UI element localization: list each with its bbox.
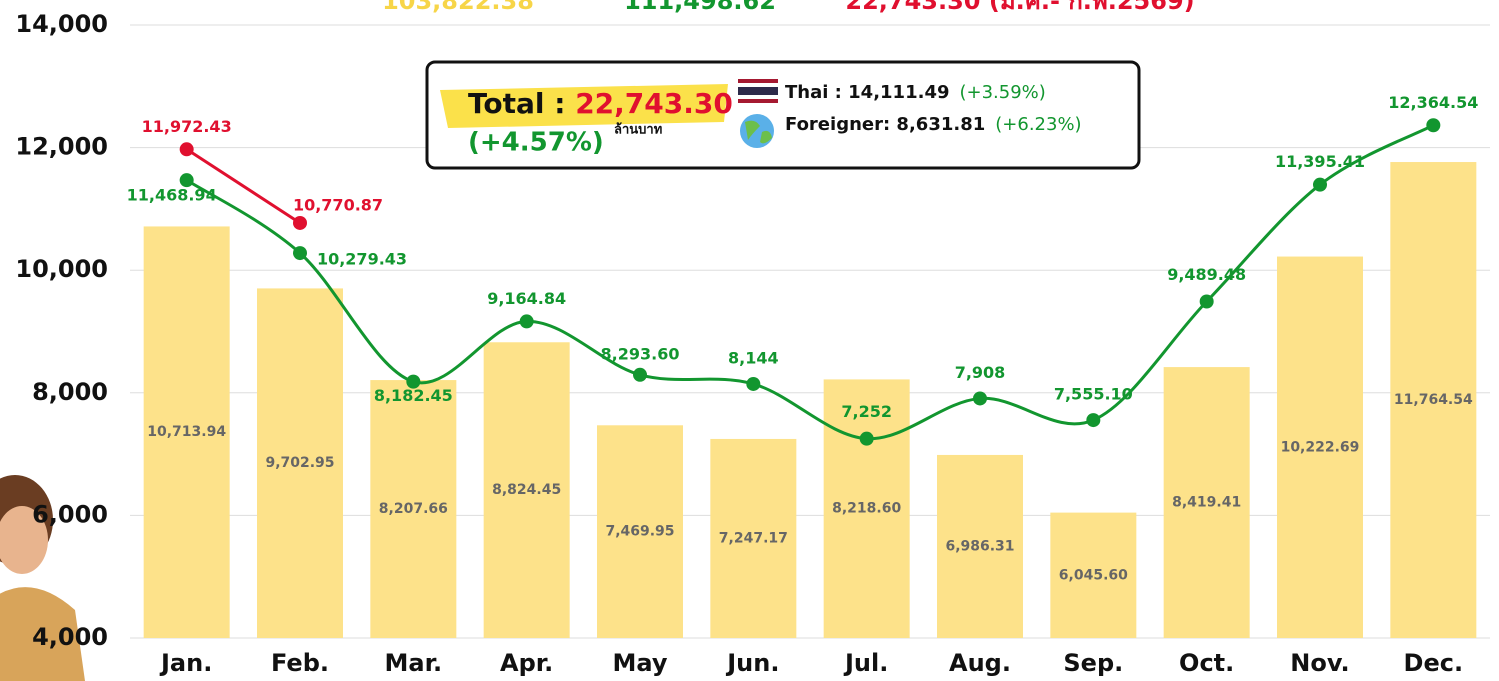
- bar: [143, 226, 230, 638]
- bar-value-label: 6,986.31: [945, 538, 1014, 554]
- line-point: [746, 376, 761, 391]
- line-point: [859, 431, 874, 446]
- bar-value-label: 10,222.69: [1281, 439, 1360, 455]
- bar: [257, 288, 343, 638]
- line-point: [1313, 177, 1327, 192]
- line-value-label: 7,555.10: [1054, 385, 1133, 404]
- bar: [1050, 512, 1137, 638]
- header-total: 103,822.38: [382, 0, 534, 15]
- person-photo: [0, 475, 85, 681]
- line-point: [519, 314, 534, 329]
- thai-flag: [738, 87, 778, 95]
- bar: [823, 379, 910, 638]
- line-point: [973, 391, 987, 406]
- row-label: Thai : 14,111.49: [785, 82, 950, 103]
- x-tick-label: Apr.: [500, 649, 553, 677]
- bar: [710, 438, 797, 638]
- summary-total: Total : 22,743.30: [468, 87, 733, 120]
- line-value-label: 8,144: [728, 348, 779, 367]
- bar-value-label: 7,469.95: [605, 524, 674, 540]
- bar-value-label: 6,045.60: [1059, 567, 1128, 583]
- line-value-label: 8,293.60: [601, 344, 680, 363]
- y-tick-label: 8,000: [32, 378, 108, 406]
- x-tick-label: May: [613, 649, 668, 677]
- line-point: [1086, 413, 1101, 428]
- y-tick-label: 14,000: [15, 10, 108, 38]
- line-value-label: 8,182.45: [374, 386, 453, 405]
- total-value: 22,743.30: [575, 87, 733, 120]
- thai-flag: [738, 99, 778, 103]
- x-tick-label: Aug.: [949, 649, 1011, 677]
- line-value-label: 10,770.87: [293, 195, 383, 214]
- bar-value-label: 10,713.94: [147, 424, 226, 440]
- summary-unit: ล้านบาท: [614, 122, 662, 138]
- x-tick-label: Mar.: [385, 649, 443, 677]
- bar: [1277, 256, 1363, 638]
- bar-value-label: 8,419.41: [1172, 495, 1241, 511]
- summary-row: Thai : 14,111.49 (+3.59%): [785, 82, 1046, 103]
- bar-value-label: 11,764.54: [1394, 392, 1473, 408]
- bar: [370, 380, 457, 638]
- header-total: 111,498.62: [624, 0, 776, 15]
- y-tick-label: 6,000: [32, 500, 108, 528]
- line-point: [1426, 118, 1441, 133]
- bar: [597, 425, 683, 638]
- total-label: Total :: [468, 87, 575, 120]
- globe-icon: [740, 114, 774, 148]
- bar: [1390, 162, 1477, 638]
- line-value-label: 11,972.43: [142, 117, 232, 136]
- thai-flag: [738, 95, 778, 99]
- line-point: [633, 367, 647, 382]
- summary-change: (+4.57%): [468, 128, 604, 158]
- line-point: [1199, 294, 1214, 309]
- bar-value-label: 9,702.95: [265, 455, 334, 471]
- bar-value-label: 7,247.17: [719, 530, 788, 546]
- y-tick-label: 12,000: [15, 133, 108, 161]
- bar-value-label: 8,207.66: [379, 501, 448, 517]
- x-tick-label: Jul.: [843, 649, 888, 677]
- highlight-brush: [440, 84, 728, 128]
- x-tick-label: Feb.: [271, 649, 329, 677]
- bar: [1163, 367, 1250, 638]
- row-label: Foreigner: 8,631.81: [785, 114, 985, 135]
- y-tick-label: 10,000: [15, 255, 108, 283]
- bar-value-label: 8,218.60: [832, 501, 901, 517]
- line: [185, 123, 1435, 441]
- line-point: [293, 246, 307, 261]
- thai-flag: [738, 79, 778, 83]
- line-value-label: 7,908: [955, 363, 1006, 382]
- line-point: [293, 215, 307, 230]
- bar-value-label: 8,824.45: [492, 482, 561, 498]
- line-value-label: 11,395.41: [1275, 152, 1365, 171]
- header-total: 22,743.30 (ม.ค.- ก.พ.2569): [845, 0, 1194, 15]
- line-value-label: 12,364.54: [1388, 93, 1478, 112]
- line-point: [179, 142, 194, 157]
- summary-row: Foreigner: 8,631.81 (+6.23%): [785, 114, 1082, 135]
- line-point: [179, 173, 194, 188]
- bar: [483, 342, 570, 638]
- x-tick-label: Oct.: [1179, 649, 1234, 677]
- line-value-label: 10,279.43: [317, 250, 407, 269]
- x-tick-label: Dec.: [1404, 649, 1464, 677]
- line-value-label: 9,489.48: [1167, 265, 1246, 284]
- summary-box: Total : 22,743.30 (+4.57%) ล้านบาท Thai : 1…: [425, 60, 1141, 170]
- row-change: (+3.59%): [960, 82, 1046, 103]
- x-tick-label: Nov.: [1290, 649, 1349, 677]
- line-point: [406, 374, 421, 389]
- bar: [937, 454, 1023, 638]
- line-value-label: 9,164.84: [487, 289, 566, 308]
- globe-land: [745, 120, 772, 144]
- line: [185, 148, 301, 225]
- y-tick-label: 4,000: [32, 623, 108, 651]
- line-value-label: 11,468.94: [127, 186, 217, 205]
- thai-flag: [738, 83, 778, 87]
- x-tick-label: Jan.: [159, 649, 212, 677]
- line-value-label: 7,252: [841, 402, 892, 421]
- x-tick-label: Sep.: [1063, 649, 1123, 677]
- row-change: (+6.23%): [995, 114, 1081, 135]
- x-tick-label: Jun.: [725, 649, 779, 677]
